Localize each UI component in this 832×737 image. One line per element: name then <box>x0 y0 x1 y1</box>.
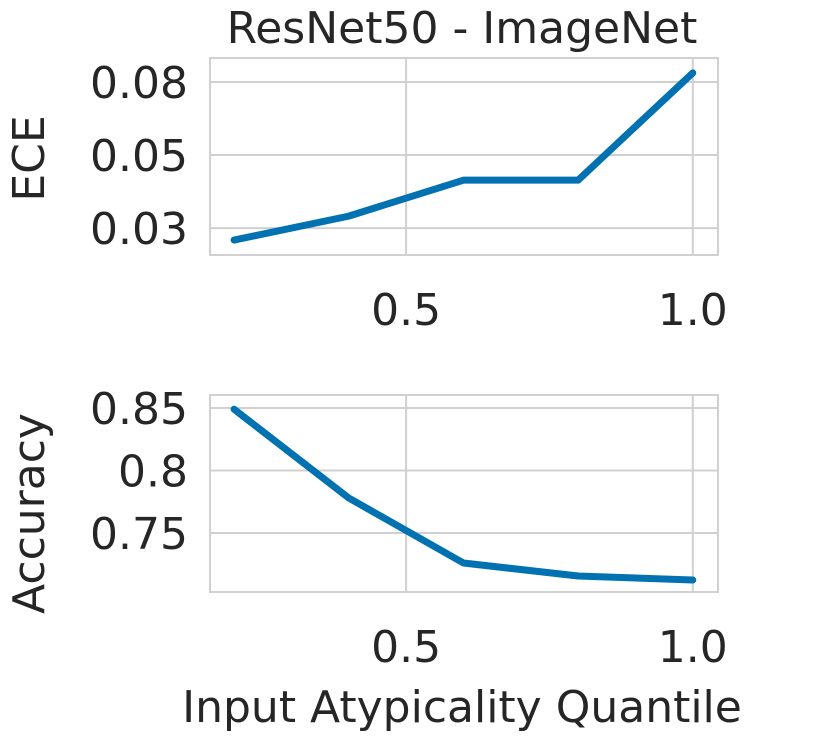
y-tick-label: 0.08 <box>90 58 188 109</box>
y-tick-label: 0.03 <box>90 204 188 255</box>
x-tick-label: 1.0 <box>658 622 728 673</box>
x-tick-label: 0.5 <box>371 622 441 673</box>
x-tick-label: 1.0 <box>658 285 728 336</box>
series-line <box>230 405 697 584</box>
x-axis-label: Input Atypicality Quantile <box>182 682 742 733</box>
x-tick-label: 0.5 <box>371 285 441 336</box>
plot-frame <box>209 394 719 593</box>
y-axis-label: Accuracy <box>4 413 55 614</box>
y-tick-label: 0.75 <box>90 509 188 560</box>
chart-title: ResNet50 - ImageNet <box>227 3 698 54</box>
y-tick-label: 0.05 <box>90 131 188 182</box>
y-axis-label: ECE <box>4 115 55 201</box>
y-tick-label: 0.8 <box>118 447 188 498</box>
y-tick-label: 0.85 <box>90 384 188 435</box>
series-line <box>230 69 697 244</box>
plot-frame <box>209 57 719 256</box>
